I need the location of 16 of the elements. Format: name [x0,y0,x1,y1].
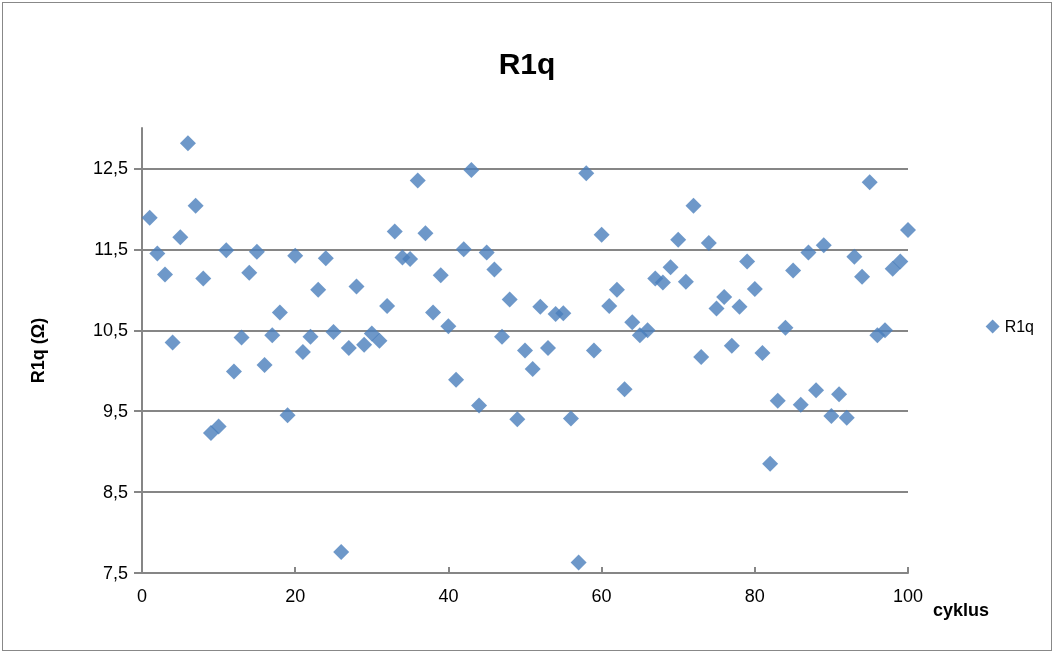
x-tick-label: 20 [285,586,306,606]
x-tick-label: 100 [892,586,924,606]
x-tick-label: 40 [438,586,459,606]
y-tick-label: 10,5 [92,320,128,341]
y-axis-title: R1q (Ω) [28,317,48,384]
legend-label: R1q [1004,318,1035,335]
x-tick-label: 0 [136,586,148,606]
y-tick-label: 9,5 [102,401,128,422]
y-tick-label: 12,5 [92,158,128,179]
y-tick-label: 8,5 [102,482,128,503]
chart-title: R1q [498,46,556,80]
y-tick-label: 11,5 [94,239,128,260]
x-axis-title: cyklus [933,600,990,620]
x-tick-label: 60 [591,586,612,606]
x-tick-label: 80 [744,586,765,606]
y-tick-label: 7,5 [102,563,128,583]
